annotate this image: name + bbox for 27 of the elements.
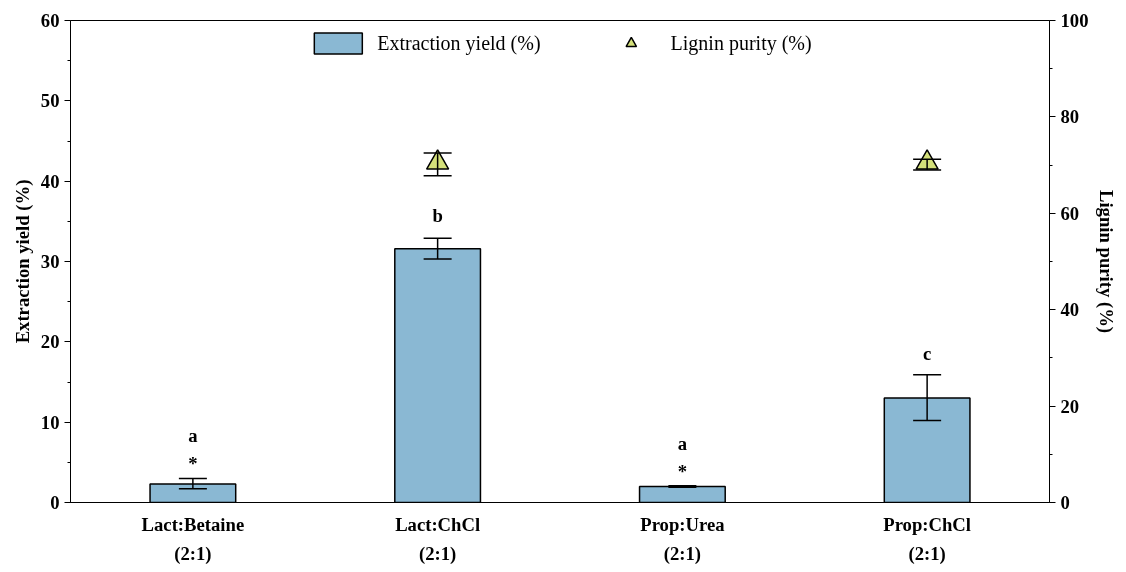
annotation: a <box>188 425 199 447</box>
y-tick-label: 50 <box>40 90 60 112</box>
legend-label: Extraction yield (%) <box>377 31 541 55</box>
y2-tick-label: 40 <box>1060 299 1080 321</box>
x-tick-label: Prop:ChCl (2:1) <box>883 513 972 565</box>
y2-axis-title: Lignin purity (%) <box>1095 189 1118 334</box>
annotation: * <box>677 460 688 482</box>
y2-tick-label: 0 <box>1060 492 1070 513</box>
y2-tick-label: 20 <box>1060 395 1080 417</box>
annotation: a <box>677 432 688 454</box>
x-tick-label: Lact:Betaine (2:1) <box>141 513 245 565</box>
y-tick-label: 60 <box>40 10 60 31</box>
annotation: c <box>922 343 932 365</box>
x-tick-label: Prop:Urea (2:1) <box>640 513 726 565</box>
y2-tick-label: 80 <box>1060 106 1080 128</box>
y-tick-label: 20 <box>40 331 60 353</box>
annotation: b <box>432 205 443 227</box>
y-tick-label: 0 <box>50 492 60 513</box>
annotation: * <box>188 453 198 475</box>
legend-label: Lignin purity (%) <box>670 31 812 55</box>
y2-tick-label: 100 <box>1060 10 1089 31</box>
y-tick-label: 10 <box>40 411 60 433</box>
x-tick-label: Lact:ChCl (2:1) <box>395 513 481 565</box>
y2-tick-label: 60 <box>1060 202 1080 224</box>
y-axis-title: Extraction yield (%) <box>11 179 34 344</box>
y-tick-label: 40 <box>40 170 60 192</box>
y-tick-label: 30 <box>40 251 60 272</box>
